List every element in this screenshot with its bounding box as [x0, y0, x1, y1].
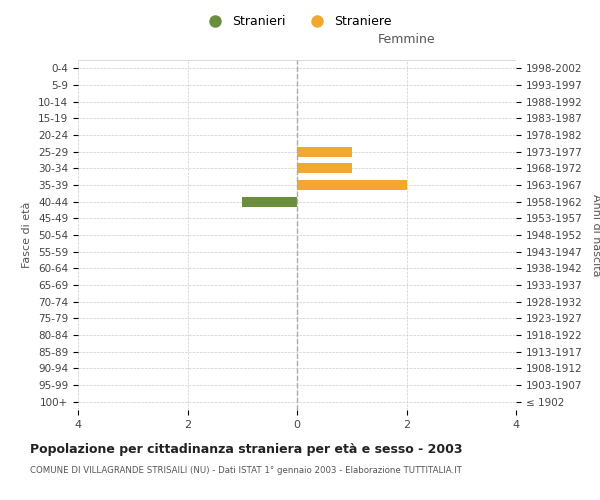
- Text: Popolazione per cittadinanza straniera per età e sesso - 2003: Popolazione per cittadinanza straniera p…: [30, 442, 463, 456]
- Legend: Stranieri, Straniere: Stranieri, Straniere: [197, 10, 397, 34]
- Y-axis label: Anni di nascita: Anni di nascita: [591, 194, 600, 276]
- Bar: [242, 196, 297, 206]
- Text: Femmine: Femmine: [377, 33, 436, 46]
- Text: COMUNE DI VILLAGRANDE STRISAILI (NU) - Dati ISTAT 1° gennaio 2003 - Elaborazione: COMUNE DI VILLAGRANDE STRISAILI (NU) - D…: [30, 466, 462, 475]
- Bar: [297, 180, 407, 190]
- Bar: [297, 164, 352, 173]
- Bar: [297, 146, 352, 156]
- Y-axis label: Fasce di età: Fasce di età: [22, 202, 32, 268]
